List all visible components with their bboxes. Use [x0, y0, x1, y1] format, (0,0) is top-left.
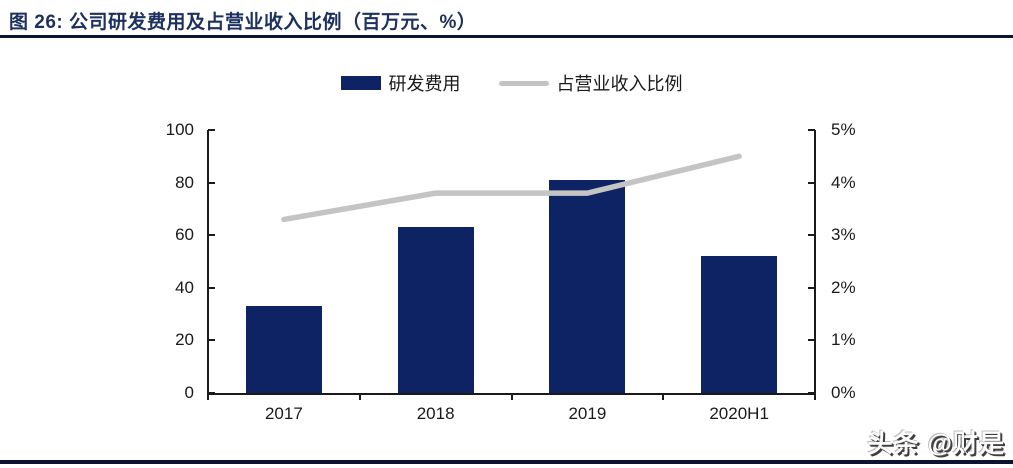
y-axis-left-tick-label: 20 — [175, 330, 194, 350]
y-axis-left-tick-label: 60 — [175, 225, 194, 245]
y-axis-left-tick-label: 100 — [165, 120, 194, 139]
y-axis-left-tick — [208, 129, 215, 131]
y-axis-right-tick — [808, 286, 815, 289]
y-axis-left-tick — [208, 181, 215, 184]
watermark-text: 头条 @财是 — [867, 430, 1005, 458]
bar-2017 — [245, 306, 322, 393]
x-axis-label: 2019 — [568, 404, 607, 423]
bottom-divider — [0, 460, 1013, 464]
y-axis-right-tick — [808, 339, 815, 342]
y-axis-right-tick — [808, 129, 815, 131]
y-axis-right-tick-label: 5% — [831, 120, 856, 139]
y-axis-right-tick-label: 2% — [831, 277, 856, 297]
y-axis-right-tick — [808, 181, 815, 184]
x-axis-tick — [662, 395, 665, 400]
y-axis-left-tick-label: 40 — [175, 277, 194, 297]
bar-2018 — [397, 227, 474, 393]
title-divider — [0, 35, 1013, 38]
trend-line — [281, 153, 742, 223]
y-axis-left-tick — [208, 339, 215, 342]
legend-line-swatch-icon — [498, 80, 549, 86]
x-axis-tick — [207, 395, 209, 400]
figure-title: 图 26: 公司研发费用及占营业收入比例（百万元、%） — [9, 12, 477, 33]
legend-item-bars: 研发费用 — [340, 70, 461, 96]
x-axis-label: 2017 — [264, 404, 303, 423]
y-axis-right-tick-label: 4% — [831, 172, 856, 192]
y-axis-left-tick-label: 0 — [184, 383, 194, 402]
legend-item-line: 占营业收入比例 — [498, 70, 683, 96]
y-axis-right — [814, 130, 816, 395]
legend-bar-swatch-icon — [340, 76, 381, 90]
legend-label: 占营业收入比例 — [556, 74, 683, 94]
x-axis-tick — [358, 395, 361, 400]
x-axis-label: 2018 — [416, 404, 455, 423]
y-axis-left-tick-label: 80 — [175, 172, 194, 192]
y-axis-right-tick-label: 0% — [831, 383, 856, 402]
x-axis-label: 2020H1 — [709, 404, 769, 423]
y-axis-left-tick — [208, 234, 215, 237]
x-axis-tick — [510, 395, 513, 400]
y-axis-left — [207, 130, 209, 395]
bar-2020H1 — [701, 256, 778, 393]
y-axis-right-tick-label: 3% — [831, 225, 856, 245]
y-axis-right-tick-label: 1% — [831, 330, 856, 350]
y-axis-left-tick — [208, 392, 215, 394]
y-axis-left-tick — [208, 286, 215, 289]
y-axis-right-tick — [808, 392, 815, 394]
x-axis-tick — [814, 395, 816, 400]
y-axis-right-tick — [808, 234, 815, 237]
x-axis — [207, 393, 816, 395]
chart-legend: 研发费用 占营业收入比例 — [208, 70, 815, 96]
bar-2019 — [549, 179, 626, 393]
legend-label: 研发费用 — [388, 74, 461, 94]
